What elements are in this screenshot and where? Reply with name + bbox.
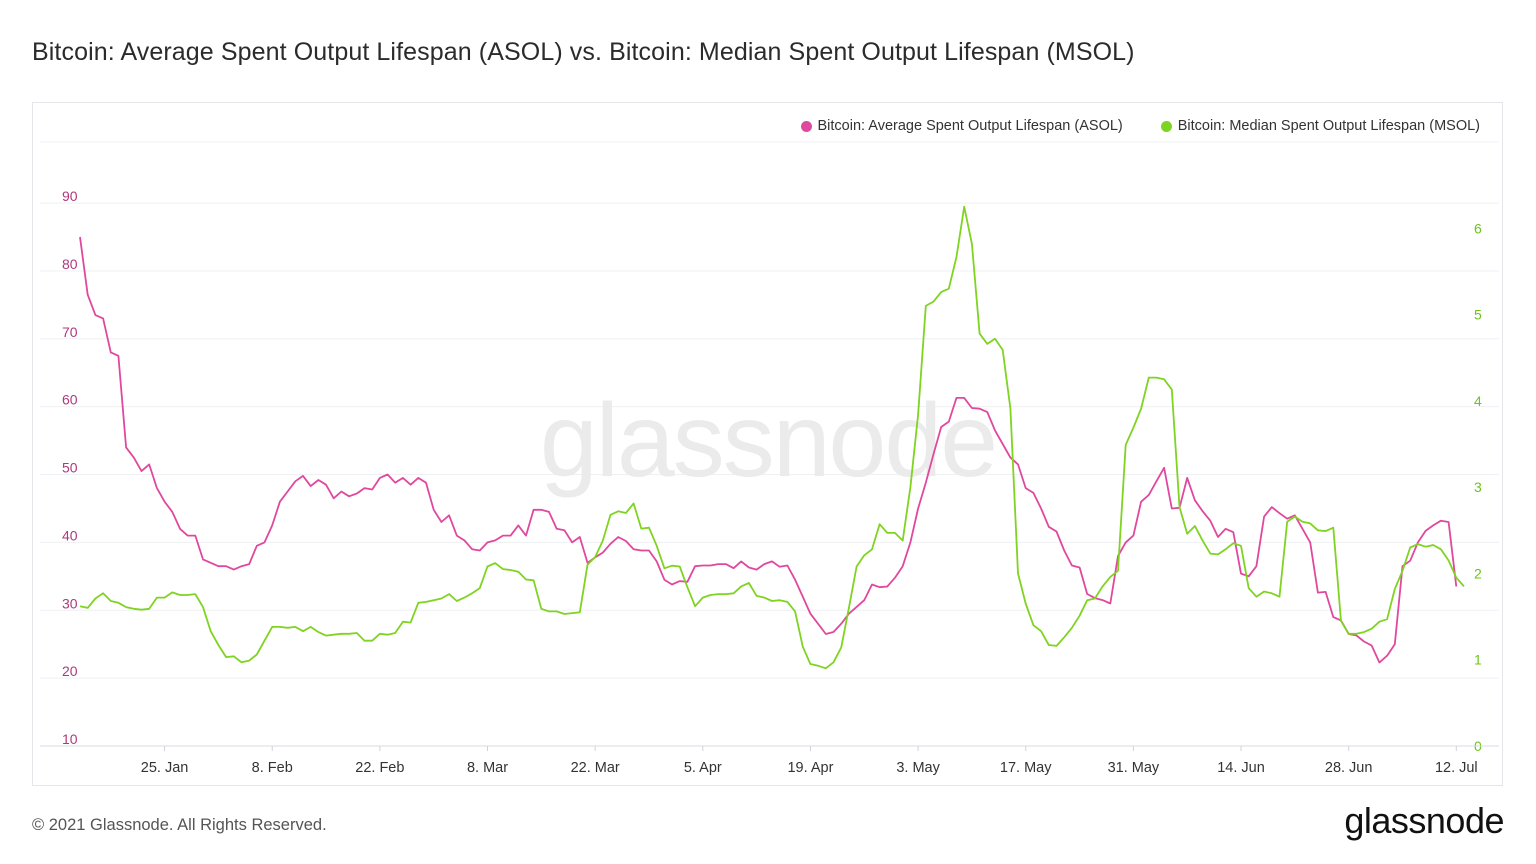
right-tick-label-1: 1 bbox=[1474, 652, 1482, 668]
legend-label-msol: Bitcoin: Median Spent Output Lifespan (M… bbox=[1177, 118, 1480, 134]
x-tick-label-11: 28. Jun bbox=[1325, 760, 1373, 776]
x-tick-label-5: 5. Apr bbox=[684, 760, 722, 776]
legend-item-msol[interactable]: Bitcoin: Median Spent Output Lifespan (M… bbox=[1160, 118, 1480, 134]
x-tick-label-12: 12. Jul bbox=[1435, 760, 1478, 776]
left-tick-label-2: 30 bbox=[62, 595, 78, 611]
right-tick-label-4: 4 bbox=[1474, 393, 1482, 409]
chart-panel bbox=[32, 102, 1503, 786]
watermark: glassnode bbox=[540, 383, 996, 499]
x-tick-label-10: 14. Jun bbox=[1217, 760, 1265, 776]
left-axis: 10 20 30 40 50 60 70 80 90 bbox=[62, 188, 78, 747]
right-tick-label-2: 2 bbox=[1474, 565, 1482, 581]
x-tick-label-3: 8. Mar bbox=[467, 760, 508, 776]
left-tick-label-4: 50 bbox=[62, 460, 78, 476]
series-line-asol bbox=[79, 236, 1458, 664]
page-title: Bitcoin: Average Spent Output Lifespan (… bbox=[32, 38, 1135, 66]
left-tick-label-6: 70 bbox=[62, 324, 78, 340]
x-tick-label-1: 8. Feb bbox=[252, 760, 293, 776]
left-tick-label-8: 90 bbox=[62, 188, 78, 204]
glassnode-logo: glassnode bbox=[1344, 800, 1504, 841]
x-tick-label-6: 19. Apr bbox=[787, 760, 833, 776]
right-tick-label-6: 6 bbox=[1474, 220, 1482, 236]
x-tick-label-9: 31. May bbox=[1108, 760, 1160, 776]
x-tick-label-2: 22. Feb bbox=[355, 760, 404, 776]
legend-item-asol[interactable]: Bitcoin: Average Spent Output Lifespan (… bbox=[800, 118, 1123, 134]
x-tick-label-8: 17. May bbox=[1000, 760, 1052, 776]
x-tick-label-0: 25. Jan bbox=[141, 760, 189, 776]
series-line-msol bbox=[79, 205, 1465, 670]
left-tick-label-5: 60 bbox=[62, 392, 78, 408]
series-group bbox=[79, 205, 1465, 670]
copyright-text: © 2021 Glassnode. All Rights Reserved. bbox=[32, 816, 327, 834]
x-axis: 25. Jan 8. Feb 22. Feb 8. Mar 22. Mar 5. Apr 1… bbox=[40, 745, 1499, 776]
right-tick-label-3: 3 bbox=[1474, 479, 1482, 495]
x-tick-label-4: 22. Mar bbox=[571, 760, 620, 776]
legend-label-asol: Bitcoin: Average Spent Output Lifespan (… bbox=[817, 118, 1123, 134]
left-tick-label-3: 40 bbox=[62, 527, 78, 543]
left-tick-label-1: 20 bbox=[62, 663, 78, 679]
chart-legend: Bitcoin: Average Spent Output Lifespan (… bbox=[800, 118, 1480, 134]
left-tick-label-7: 80 bbox=[62, 256, 78, 272]
right-tick-label-5: 5 bbox=[1474, 307, 1482, 323]
x-tick-label-7: 3. May bbox=[896, 760, 940, 776]
legend-dot-msol bbox=[1160, 120, 1172, 132]
legend-dot-asol bbox=[800, 120, 812, 132]
left-tick-label-0: 10 bbox=[62, 731, 78, 747]
